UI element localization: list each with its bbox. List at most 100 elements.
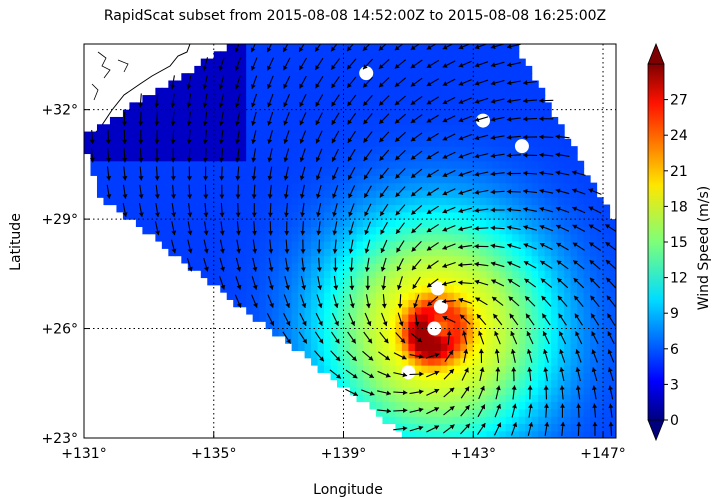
wind-vector [284, 257, 290, 272]
wind-cell [486, 73, 494, 82]
wind-cell [616, 299, 623, 307]
wind-cell [278, 255, 286, 264]
colorbar-tick-label: 3 [670, 377, 679, 393]
wind-cell [181, 204, 189, 213]
wind-cell [135, 102, 143, 111]
wind-cell [427, 219, 435, 228]
wind-vector [234, 44, 240, 53]
wind-cell [538, 102, 546, 111]
wind-cell [499, 365, 507, 373]
wind-cell [324, 109, 332, 118]
wind-cell [356, 277, 364, 286]
wind-cell [427, 343, 435, 352]
wind-cell [401, 401, 409, 410]
rain-flag-layer [359, 66, 529, 380]
wind-cell [447, 233, 455, 242]
wind-cell [551, 146, 559, 155]
wind-cell [479, 379, 487, 388]
wind-cell [590, 226, 598, 235]
wind-cell [453, 65, 461, 74]
wind-cell [96, 146, 105, 155]
wind-cell [564, 394, 572, 403]
wind-cell [350, 153, 358, 162]
wind-cell [298, 277, 306, 286]
wind-vector [413, 294, 420, 308]
wind-cell [401, 65, 409, 74]
wind-cell [252, 175, 260, 184]
wind-cell [544, 416, 552, 425]
wind-cell [414, 44, 422, 52]
wind-cell [414, 153, 422, 162]
wind-cell [304, 80, 312, 89]
wind-cell [544, 182, 552, 191]
wind-cell [577, 241, 585, 249]
wind-cell [427, 416, 435, 425]
wind-cell [265, 102, 273, 111]
wind-cell [278, 168, 286, 176]
wind-cell [324, 65, 332, 74]
wind-vector [299, 312, 307, 326]
wind-cell [233, 65, 241, 74]
wind-cell [226, 226, 234, 235]
wind-cell [531, 219, 539, 228]
wind-cell [590, 386, 598, 395]
wind-cell [512, 365, 520, 373]
wind-cell [356, 138, 364, 147]
wind-cell [155, 102, 163, 111]
wind-vector [458, 244, 473, 250]
wind-cell [317, 109, 325, 118]
wind-cell [466, 124, 474, 133]
wind-cell [304, 175, 312, 184]
wind-cell [252, 219, 260, 228]
wind-cell [375, 284, 384, 293]
wind-cell [453, 357, 461, 366]
wind-cell [479, 124, 487, 133]
wind-cell [531, 335, 539, 344]
wind-cell [505, 65, 513, 74]
wind-vector [170, 93, 176, 108]
wind-vector [395, 222, 405, 235]
wind-cell [272, 262, 280, 271]
wind-cell [168, 248, 176, 257]
wind-cell [213, 102, 221, 111]
wind-cell [414, 423, 422, 432]
wind-cell [486, 408, 494, 417]
wind-cell [596, 313, 604, 322]
wind-cell [505, 401, 513, 410]
wind-cell [356, 284, 364, 293]
wind-cell [311, 357, 319, 366]
wind-cell [440, 160, 448, 169]
wind-cell [479, 51, 487, 60]
wind-cell [538, 116, 546, 125]
wind-cell [388, 138, 397, 147]
wind-vector [283, 130, 290, 144]
wind-cell [440, 146, 448, 155]
wind-cell [382, 87, 390, 96]
wind-cell [460, 153, 468, 162]
wind-cell [518, 189, 526, 198]
wind-cell [116, 124, 124, 133]
wind-cell [447, 365, 455, 373]
wind-cell [590, 394, 598, 403]
wind-cell [603, 226, 611, 235]
wind-cell [401, 408, 409, 417]
y-tick-label: +29° [41, 212, 78, 228]
wind-cell [609, 350, 616, 359]
wind-cell [207, 175, 215, 184]
wind-cell [194, 168, 202, 176]
wind-cell [564, 211, 572, 220]
wind-cell [512, 306, 520, 315]
wind-cell [291, 233, 299, 242]
wind-cell [434, 204, 442, 213]
colorbar-tick-label: 24 [670, 128, 688, 144]
wind-cell [181, 102, 189, 111]
wind-cell [434, 416, 442, 425]
wind-cell [525, 401, 533, 410]
wind-vector [426, 407, 440, 415]
wind-cell [135, 175, 143, 184]
wind-cell [414, 430, 422, 438]
wind-cell [382, 211, 390, 220]
wind-cell [531, 124, 539, 133]
wind-vector [378, 58, 390, 70]
wind-cell [583, 197, 591, 206]
